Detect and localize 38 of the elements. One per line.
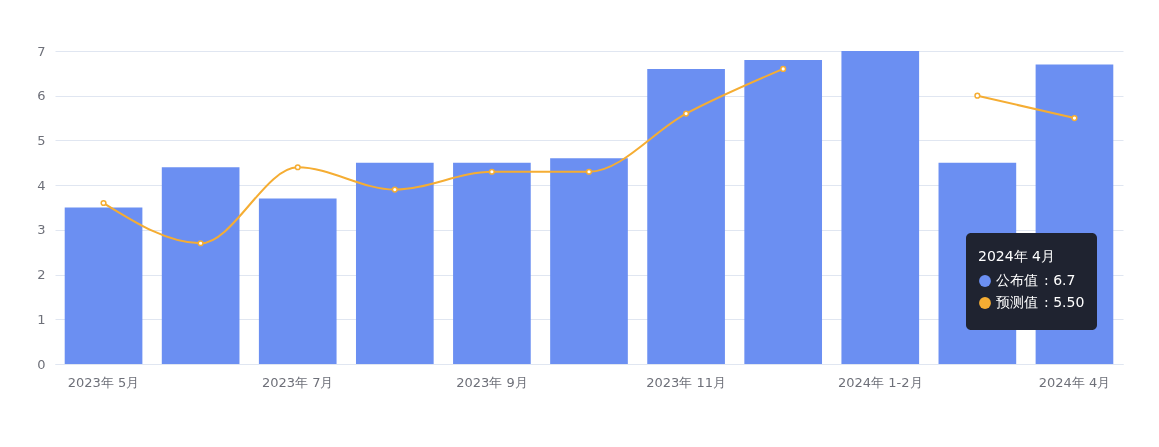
bar: [647, 68, 725, 364]
x-tick-label: 2023年 5月: [67, 374, 140, 390]
x-tick-label: 2023年 9月: [456, 374, 528, 390]
x-tick-label: 2024年 4月: [1038, 374, 1111, 390]
bar: [841, 51, 920, 364]
x-tick-label: 2024年 1-2月: [838, 374, 923, 390]
point: [780, 65, 787, 72]
bar: [355, 162, 434, 364]
legend-label: 预测值: [996, 294, 1038, 310]
point: [197, 240, 204, 247]
point: [488, 168, 495, 175]
legend-title: 2024年 4月: [978, 248, 1055, 264]
bar: [550, 158, 628, 364]
bar: [453, 162, 531, 364]
y-tick-label: 3: [37, 222, 46, 238]
bar: [161, 167, 240, 364]
bar: [744, 59, 823, 364]
bar: [64, 207, 143, 364]
point: [974, 92, 981, 99]
point: [683, 110, 690, 117]
y-tick-label: 0: [37, 356, 46, 372]
point: [585, 168, 593, 175]
y-tick-label: 1: [37, 311, 46, 327]
y-tick-label: 4: [37, 177, 46, 193]
point: [1071, 114, 1078, 122]
point: [391, 186, 398, 193]
x-tick-label: 2023年 7月: [261, 374, 334, 390]
x-tick-label: 2023年 11月: [646, 374, 726, 390]
point: [100, 199, 107, 207]
y-tick-label: 5: [37, 132, 46, 148]
point: [294, 164, 301, 171]
annotation: : 5.50: [1044, 294, 1085, 310]
bar: [258, 198, 337, 364]
legend-label: 公布值: [996, 272, 1038, 288]
y-tick-label: 6: [37, 88, 46, 104]
annotation: : 6.7: [1044, 272, 1076, 288]
y-tick-label: 7: [37, 43, 46, 59]
y-tick-label: 2: [37, 267, 46, 283]
